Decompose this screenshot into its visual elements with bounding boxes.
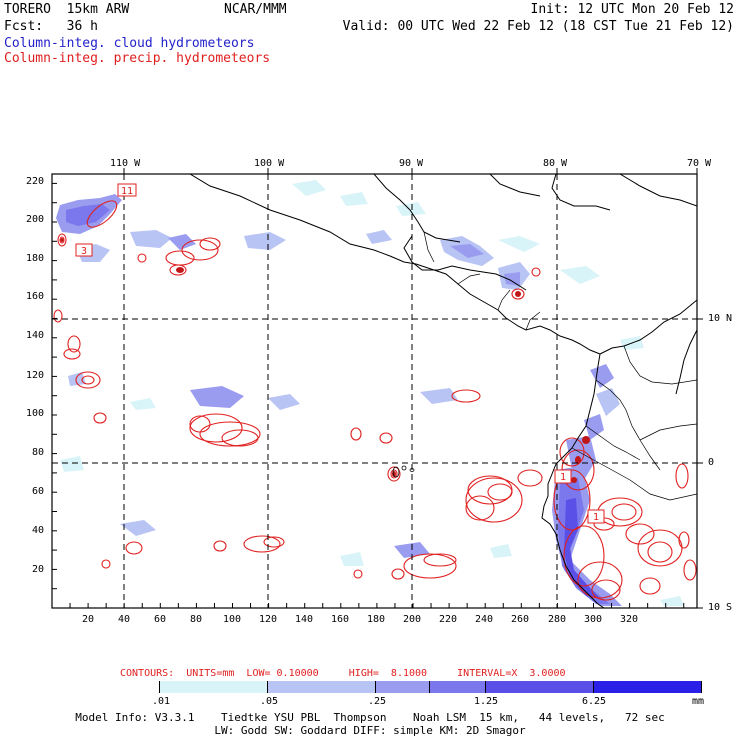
- box-marker: [587, 509, 605, 524]
- color-bar-segment: [268, 681, 376, 693]
- grid-y-label: 180: [26, 253, 45, 264]
- grid-y-label: 200: [26, 214, 45, 225]
- grid-x-label: 300: [584, 614, 603, 625]
- color-bar-level: .01: [152, 696, 171, 707]
- valid-time: Valid: 00 UTC Wed 22 Feb 12 (18 CST Tue …: [342, 19, 734, 34]
- graticule: [52, 174, 697, 608]
- grid-x-label: 180: [367, 614, 386, 625]
- lat-label: 0: [708, 457, 715, 468]
- box-label: 1: [593, 512, 599, 523]
- grid-x-label: 120: [259, 614, 278, 625]
- grid-y-label: 120: [26, 370, 45, 381]
- grid-y-label: 40: [32, 525, 45, 536]
- grid-x-label: 200: [403, 614, 422, 625]
- box-label: 1: [560, 472, 566, 483]
- cloud-hydrometeor-shading: [56, 180, 684, 606]
- color-bar-segment: [486, 681, 594, 693]
- box-label: 3: [81, 246, 87, 257]
- color-bar-level: 1.25: [474, 696, 499, 707]
- precip-cores: [60, 238, 590, 483]
- color-bar-level: .25: [368, 696, 387, 707]
- grid-y-label: 60: [32, 486, 45, 497]
- grid-x-label: 20: [82, 614, 95, 625]
- grid-x-label: 320: [620, 614, 639, 625]
- precip-field-label: Column-integ. precip. hydrometeors: [4, 51, 271, 66]
- lon-label: 90 W: [399, 158, 424, 169]
- color-bar-unit: mm: [692, 696, 705, 707]
- labelled-boxes: 11 3 1 1: [75, 183, 605, 524]
- grid-x-label: 100: [223, 614, 242, 625]
- grid-x-label: 40: [118, 614, 131, 625]
- grid-y-label: 140: [26, 330, 45, 341]
- forecast-hour: Fcst: 36 h: [4, 19, 98, 34]
- grid-y-label: 20: [32, 564, 45, 575]
- color-bar-segment: [376, 681, 430, 693]
- galapagos-islands: [392, 465, 415, 478]
- precip-contours: [53, 200, 697, 601]
- organization-label: NCAR/MMM: [224, 2, 287, 17]
- color-bar-segment: [52, 681, 160, 693]
- color-bar-level: .05: [260, 696, 279, 707]
- lon-label: 100 W: [254, 158, 285, 169]
- grid-y-label: 100: [26, 408, 45, 419]
- color-bar-level: 6.25: [582, 696, 607, 707]
- grid-y-label: 80: [32, 447, 45, 458]
- grid-x-label: 280: [548, 614, 567, 625]
- axis-ticks: [51, 168, 703, 609]
- color-bar-segment: [160, 681, 268, 693]
- map-frame: [51, 173, 698, 609]
- lon-label: 80 W: [543, 158, 568, 169]
- grid-x-label: 260: [511, 614, 530, 625]
- init-time: Init: 12 UTC Mon 20 Feb 12: [530, 2, 735, 17]
- grid-x-label: 80: [190, 614, 203, 625]
- cloud-field-label: Column-integ. cloud hydrometeors: [4, 36, 255, 51]
- model-info-line1: Model Info: V3.3.1 Tiedtke YSU PBL Thomp…: [75, 711, 665, 724]
- country-borders: [423, 231, 697, 501]
- box-marker: [117, 183, 137, 197]
- grid-x-label: 140: [295, 614, 314, 625]
- grid-x-label: 240: [475, 614, 494, 625]
- box-label: 11: [121, 186, 133, 197]
- grid-y-label: 220: [26, 176, 45, 187]
- grid-y-label: 160: [26, 291, 45, 302]
- color-bar-segment: [594, 681, 702, 693]
- grid-x-label: 160: [331, 614, 350, 625]
- grid-x-label: 60: [154, 614, 167, 625]
- model-info-line2: LW: Godd SW: Goddard DIFF: simple KM: 2D…: [214, 724, 526, 737]
- color-bar-segment: [430, 681, 486, 693]
- lon-label: 70 W: [687, 158, 712, 169]
- contours-info: CONTOURS: UNITS=mm LOW= 0.10000 HIGH= 8.…: [120, 668, 566, 679]
- box-marker: [75, 243, 93, 257]
- lon-label: 110 W: [110, 158, 141, 169]
- grid-x-label: 220: [439, 614, 458, 625]
- lat-label: 10 N: [708, 313, 733, 324]
- lat-label: 10 S: [708, 602, 733, 613]
- coastlines: [189, 174, 697, 608]
- box-marker: [554, 469, 572, 484]
- model-title: TORERO 15km ARW: [4, 2, 130, 17]
